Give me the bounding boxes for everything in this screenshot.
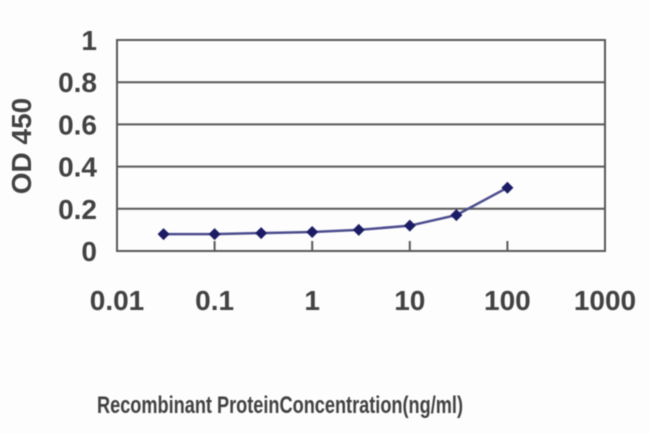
x-tick-labels: 0.01 0.1 1 10 100 1000 (90, 285, 636, 316)
data-point-marker (208, 228, 221, 241)
x-axis-title: Recombinant ProteinConcentration(ng/ml) (97, 392, 463, 419)
y-tick-label: 0.2 (58, 194, 97, 225)
x-tick-label: 100 (484, 285, 531, 316)
x-tick-label: 0.01 (90, 285, 145, 316)
data-point-marker (450, 209, 463, 222)
series-line (163, 186, 508, 236)
data-point-marker (157, 228, 170, 241)
x-tick-label: 1000 (574, 285, 636, 316)
y-tick-label: 1 (81, 25, 97, 56)
y-tick-label: 0.4 (58, 152, 97, 183)
data-point-marker (403, 219, 416, 232)
x-axis-ticks (116, 241, 606, 251)
x-tick-label: 10 (394, 285, 425, 316)
gridlines (117, 39, 605, 252)
data-series (157, 181, 514, 241)
y-tick-label: 0.8 (58, 67, 97, 98)
x-tick-label: 0.1 (195, 285, 234, 316)
y-axis-title: OD 450 (6, 98, 37, 195)
y-tick-label: 0.6 (58, 109, 97, 140)
data-point-marker (352, 223, 365, 236)
y-tick-label: 0 (81, 236, 97, 267)
y-tick-labels: 0 0.2 0.4 0.6 0.8 1 (58, 25, 97, 267)
data-point-marker (306, 226, 319, 239)
x-tick-label: 1 (304, 285, 320, 316)
data-point-marker (255, 227, 268, 240)
data-point-marker (501, 181, 514, 194)
plot-border (116, 39, 606, 252)
